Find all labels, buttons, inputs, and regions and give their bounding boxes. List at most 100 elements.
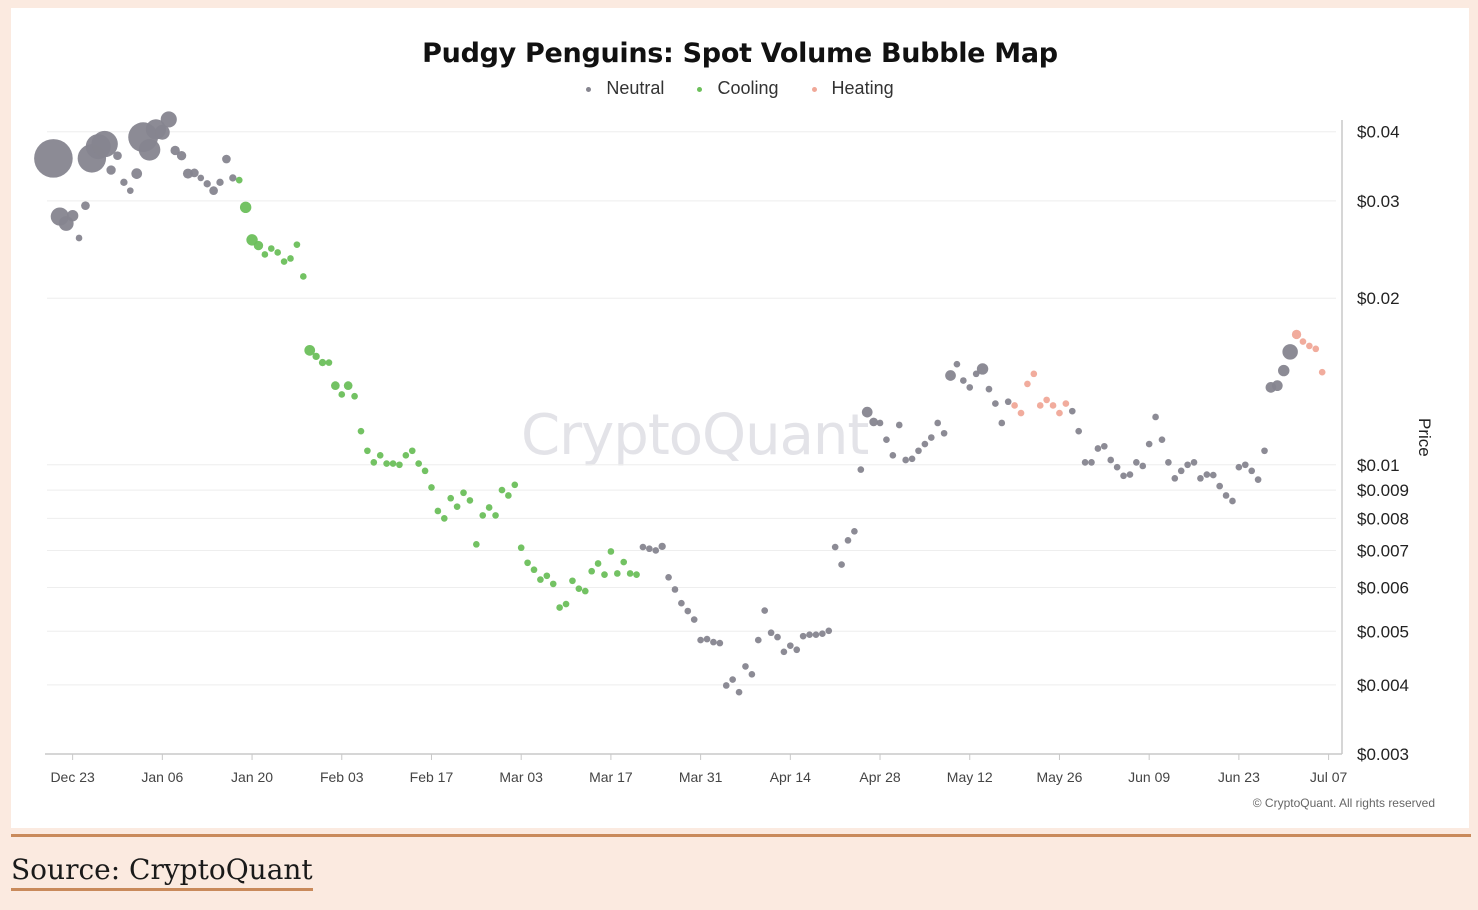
bubble-cooling[interactable] — [505, 492, 512, 499]
bubble-neutral[interactable] — [1165, 459, 1172, 466]
bubble-neutral[interactable] — [1278, 364, 1290, 377]
bubble-neutral[interactable] — [1158, 436, 1166, 444]
bubble-cooling[interactable] — [440, 515, 448, 522]
bubble-neutral[interactable] — [1177, 467, 1185, 475]
bubble-neutral[interactable] — [1088, 459, 1095, 466]
bubble-neutral[interactable] — [1126, 471, 1134, 478]
bubble-cooling[interactable] — [530, 566, 538, 574]
bubble-neutral[interactable] — [1261, 447, 1268, 455]
bubble-cooling[interactable] — [434, 507, 442, 515]
bubble-cooling[interactable] — [588, 567, 595, 575]
bubble-neutral[interactable] — [716, 639, 724, 647]
bubble-cooling[interactable] — [447, 494, 455, 502]
bubble-neutral[interactable] — [799, 632, 807, 640]
bubble-neutral[interactable] — [966, 384, 974, 391]
bubble-cooling[interactable] — [498, 486, 506, 494]
bubble-neutral[interactable] — [972, 370, 980, 378]
bubble-heating[interactable] — [1062, 400, 1070, 407]
bubble-neutral[interactable] — [844, 537, 852, 544]
bubble-neutral[interactable] — [1197, 475, 1204, 482]
bubble-heating[interactable] — [1049, 402, 1057, 409]
bubble-neutral[interactable] — [710, 638, 717, 646]
bubble-neutral[interactable] — [690, 616, 698, 623]
bubble-cooling[interactable] — [549, 580, 557, 588]
bubble-cooling[interactable] — [376, 452, 384, 459]
bubble-cooling[interactable] — [633, 571, 640, 578]
bubble-neutral[interactable] — [857, 466, 865, 473]
bubble-cooling[interactable] — [304, 344, 316, 356]
bubble-neutral[interactable] — [1282, 344, 1298, 360]
bubble-neutral[interactable] — [940, 429, 948, 437]
bubble-neutral[interactable] — [176, 151, 187, 161]
bubble-neutral[interactable] — [722, 682, 730, 689]
bubble-cooling[interactable] — [562, 600, 570, 608]
bubble-neutral[interactable] — [1235, 463, 1243, 471]
bubble-neutral[interactable] — [131, 168, 143, 179]
bubble-neutral[interactable] — [646, 545, 653, 553]
bubble-cooling[interactable] — [620, 558, 628, 566]
bubble-cooling[interactable] — [239, 201, 252, 214]
bubble-cooling[interactable] — [421, 467, 429, 475]
bubble-neutral[interactable] — [1229, 497, 1236, 505]
bubble-cooling[interactable] — [581, 587, 589, 595]
bubble-cooling[interactable] — [293, 241, 301, 248]
bubble-neutral[interactable] — [639, 543, 647, 551]
bubble-neutral[interactable] — [976, 363, 989, 375]
bubble-cooling[interactable] — [601, 571, 608, 578]
bubble-neutral[interactable] — [767, 629, 775, 637]
bubble-cooling[interactable] — [331, 381, 340, 390]
bubble-neutral[interactable] — [1241, 461, 1249, 469]
bubble-neutral[interactable] — [748, 670, 756, 678]
bubble-neutral[interactable] — [229, 174, 237, 182]
bubble-cooling[interactable] — [343, 381, 353, 390]
bubble-cooling[interactable] — [402, 452, 410, 459]
bubble-neutral[interactable] — [1254, 476, 1262, 483]
bubble-neutral[interactable] — [113, 151, 122, 161]
bubble-neutral[interactable] — [1248, 467, 1256, 475]
bubble-neutral[interactable] — [908, 455, 916, 463]
bubble-cooling[interactable] — [485, 504, 493, 511]
bubble-neutral[interactable] — [1133, 459, 1140, 466]
bubble-neutral[interactable] — [851, 528, 858, 535]
bubble-neutral[interactable] — [1081, 459, 1089, 466]
bubble-cooling[interactable] — [453, 503, 461, 510]
source-link[interactable]: Source: CryptoQuant — [11, 852, 313, 891]
bubble-cooling[interactable] — [479, 512, 487, 519]
bubble-cooling[interactable] — [357, 427, 365, 435]
bubble-neutral[interactable] — [1145, 440, 1153, 448]
bubble-neutral[interactable] — [1171, 475, 1179, 482]
bubble-cooling[interactable] — [511, 481, 519, 489]
bubble-neutral[interactable] — [75, 234, 83, 242]
legend-item-heating[interactable]: Heating — [811, 78, 894, 99]
bubble-neutral[interactable] — [106, 165, 116, 175]
bubble-cooling[interactable] — [267, 245, 275, 252]
bubble-cooling[interactable] — [312, 352, 320, 361]
bubble-neutral[interactable] — [697, 636, 704, 644]
legend-item-cooling[interactable]: Cooling — [697, 78, 779, 99]
legend-item-neutral[interactable]: Neutral — [586, 78, 664, 99]
bubble-neutral[interactable] — [819, 630, 826, 638]
bubble-neutral[interactable] — [1209, 471, 1217, 479]
bubble-neutral[interactable] — [1152, 413, 1159, 421]
bubble-heating[interactable] — [1017, 409, 1025, 417]
bubble-neutral[interactable] — [1107, 456, 1115, 464]
bubble-heating[interactable] — [1312, 345, 1320, 353]
bubble-cooling[interactable] — [396, 461, 403, 469]
bubble-heating[interactable] — [1036, 402, 1044, 409]
bubble-neutral[interactable] — [703, 635, 711, 643]
bubble-cooling[interactable] — [364, 447, 371, 455]
bubble-neutral[interactable] — [1004, 398, 1012, 406]
bubble-neutral[interactable] — [761, 607, 769, 614]
bubble-neutral[interactable] — [120, 178, 128, 187]
bubble-neutral[interactable] — [861, 406, 873, 418]
bubble-neutral[interactable] — [1113, 463, 1121, 471]
bubble-neutral[interactable] — [222, 154, 231, 164]
bubble-neutral[interactable] — [953, 360, 961, 368]
bubble-neutral[interactable] — [658, 542, 666, 551]
bubble-cooling[interactable] — [594, 560, 602, 567]
bubble-neutral[interactable] — [1222, 492, 1230, 499]
bubble-neutral[interactable] — [787, 642, 794, 649]
bubble-neutral[interactable] — [806, 631, 813, 638]
bubble-neutral[interactable] — [203, 180, 211, 188]
bubble-neutral[interactable] — [985, 385, 993, 393]
